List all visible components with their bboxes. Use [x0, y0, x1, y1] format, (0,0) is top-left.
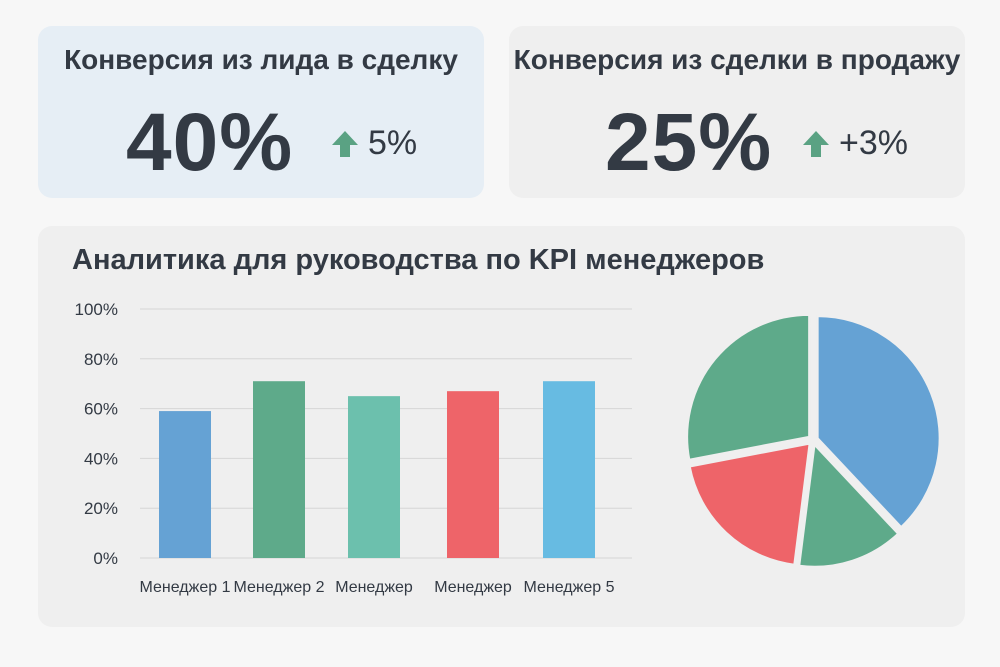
- kpi-delta: +3%: [801, 124, 908, 163]
- kpi-delta: 5%: [330, 124, 417, 163]
- y-tick-label: 0%: [93, 549, 118, 568]
- kpi-analytics-card: Аналитика для руководства по KPI менедже…: [38, 226, 965, 627]
- y-tick-label: 40%: [84, 449, 118, 468]
- arrow-up-icon: [332, 130, 358, 157]
- bar: [159, 411, 211, 558]
- kpi-title: Конверсия из сделки в продажу: [513, 44, 961, 75]
- bar: [447, 391, 499, 558]
- kpi-delta-text: +3%: [839, 124, 908, 162]
- pie-slice: [686, 313, 811, 461]
- x-tick-label: Менеджер: [434, 579, 512, 596]
- pie-slice: [816, 315, 941, 529]
- pie-slice: [688, 442, 811, 566]
- kpi-value: 25%: [605, 97, 773, 188]
- pie-slice: [798, 442, 900, 568]
- y-tick-label: 80%: [84, 350, 118, 369]
- y-tick-label: 20%: [84, 499, 118, 518]
- x-tick-label: Менеджер: [335, 579, 413, 596]
- kpi-delta-text: 5%: [368, 124, 418, 162]
- kpi-card-lead-to-deal: Конверсия из лида в сделку 40% 5%: [38, 26, 484, 198]
- y-tick-label: 60%: [84, 400, 118, 419]
- kpi-card-deal-to-sale: Конверсия из сделки в продажу 25% +3%: [509, 26, 965, 198]
- bar: [253, 381, 305, 558]
- arrow-up-icon: [803, 130, 829, 157]
- bar: [348, 396, 400, 558]
- pie-chart: [686, 313, 941, 568]
- bar-chart: 0% 20% 40% 60% 80% 100% Менеджер 1 Менеджер 2 Ме…: [75, 300, 632, 596]
- chart-title: Аналитика для руководства по KPI менедже…: [72, 244, 765, 276]
- x-tick-label: Менеджер 1: [140, 579, 231, 596]
- x-tick-label: Менеджер 2: [234, 579, 325, 596]
- x-tick-label: Менеджер 5: [524, 579, 615, 596]
- bar: [543, 381, 595, 558]
- kpi-title: Конверсия из лида в сделку: [64, 44, 458, 75]
- y-tick-label: 100%: [75, 300, 118, 319]
- kpi-value: 40%: [126, 97, 294, 188]
